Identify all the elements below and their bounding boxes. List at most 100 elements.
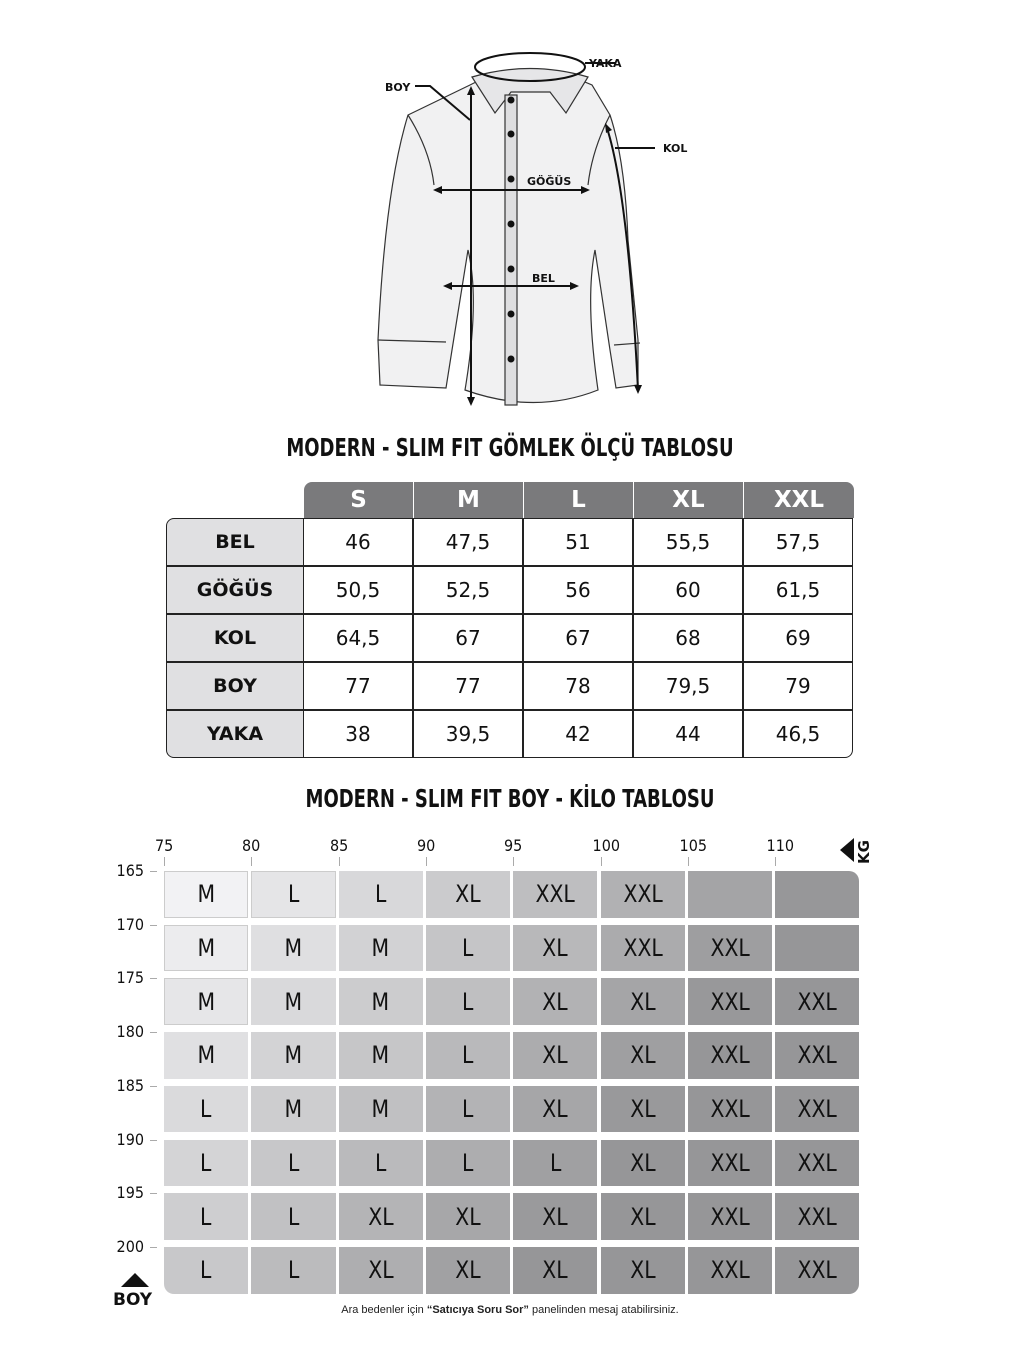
kg-tick: 85 (329, 836, 348, 855)
size-value: M (284, 1095, 303, 1124)
grid-cell: XXL (687, 1193, 773, 1240)
grid-cell: XXL (600, 924, 685, 972)
kg-tick-mark (513, 857, 515, 866)
size-value: XXL (710, 1095, 750, 1124)
size-value: M (284, 934, 303, 963)
size-value: M (371, 987, 390, 1016)
size-value: L (200, 1095, 212, 1124)
kg-tick-mark (425, 857, 427, 866)
table-cell: 67 (413, 614, 523, 662)
size-value: M (197, 880, 215, 909)
size-value: XXL (710, 1041, 750, 1070)
table-cell: 56 (523, 566, 633, 614)
boy-tick-mark (150, 978, 157, 980)
size-value: XL (629, 1041, 656, 1070)
size-value: L (200, 1256, 212, 1285)
size-value: XL (629, 987, 656, 1016)
grid-cell: XL (600, 1085, 685, 1133)
grid-cell (775, 871, 860, 918)
size-value: XL (368, 1202, 394, 1231)
size-value: XXL (622, 880, 663, 909)
grid-cell: M (164, 978, 249, 1026)
grid-cell: L (164, 1193, 249, 1240)
table-cell: 51 (523, 518, 633, 566)
boy-tick: 180 (116, 1022, 145, 1042)
grid-cell: XXL (687, 1032, 773, 1079)
size-value: L (200, 1148, 212, 1177)
table-cell: 61,5 (743, 566, 853, 614)
table-cell: 79 (743, 662, 853, 710)
label-gogus: GÖĞÜS (527, 175, 572, 188)
size-value: XXL (797, 1095, 837, 1124)
boy-tick-mark (150, 1085, 157, 1087)
size-value: L (287, 880, 300, 909)
size-value: XL (455, 880, 481, 909)
table-cell: 64,5 (303, 614, 413, 662)
size-value: L (462, 1095, 474, 1124)
grid-cell: M (251, 1032, 336, 1079)
size-value: M (371, 934, 390, 963)
boy-tick-mark (150, 924, 157, 926)
size-value: XL (629, 1095, 656, 1124)
size-value: XL (542, 1202, 568, 1231)
label-boy: BOY (385, 81, 411, 94)
kg-tick-mark (600, 857, 602, 866)
grid-cell: XXL (775, 1085, 860, 1133)
row-label: BOY (166, 662, 304, 710)
kg-tick: 75 (155, 836, 174, 855)
size-value: XXL (797, 1148, 837, 1177)
grid-cell: L (251, 871, 336, 918)
kg-tick: 110 (766, 836, 795, 855)
grid-cell: L (338, 1139, 423, 1187)
grid-cell: XL (338, 1193, 423, 1240)
grid-cell: L (425, 978, 511, 1026)
grid-cell: XXL (775, 1246, 860, 1294)
size-value: XXL (710, 987, 750, 1016)
boy-tick: 195 (116, 1183, 145, 1203)
boy-tick-mark (150, 1193, 157, 1195)
size-value: L (287, 1148, 300, 1177)
table-cell: 38 (303, 710, 413, 758)
table-cell: 50,5 (303, 566, 413, 614)
grid-cell: L (164, 1085, 249, 1133)
grid-cell: L (251, 1246, 336, 1294)
kg-tick-mark (251, 857, 253, 866)
boy-arrow-icon (121, 1273, 149, 1287)
boy-tick: 175 (116, 968, 145, 988)
kg-tick-mark (164, 857, 165, 866)
column-header: L (524, 482, 634, 518)
size-value: XL (542, 1256, 568, 1285)
size-value: M (371, 1041, 390, 1070)
boy-tick-mark (150, 1139, 157, 1141)
row-label: GÖĞÜS (166, 566, 304, 614)
size-value: XXL (710, 1256, 750, 1285)
label-kol: KOL (663, 142, 688, 155)
grid-cell: XXL (775, 978, 860, 1026)
boy-tick-mark (150, 871, 157, 872)
grid-cell: XXL (513, 871, 598, 918)
grid-cell: L (425, 1139, 511, 1187)
grid-cell: XL (425, 871, 511, 918)
fit-table-title: MODERN - SLIM FIT BOY - KİLO TABLOSU (305, 784, 715, 813)
grid-cell: XL (513, 978, 598, 1026)
kg-tick: 100 (592, 836, 620, 855)
grid-cell: M (338, 978, 423, 1026)
kg-tick-mark (775, 857, 777, 866)
grid-cell: M (338, 1085, 423, 1133)
size-value: M (284, 1041, 303, 1070)
size-value: XL (542, 1041, 568, 1070)
boy-tick: 165 (116, 861, 145, 880)
size-value: XXL (710, 934, 750, 963)
grid-cell: L (164, 1139, 249, 1187)
row-label: BEL (166, 518, 304, 566)
size-value: XXL (797, 1256, 837, 1285)
kg-label: KG (854, 840, 873, 864)
table-cell: 78 (523, 662, 633, 710)
grid-cell: XL (425, 1246, 511, 1294)
size-value: M (284, 987, 303, 1016)
size-value: XXL (622, 934, 663, 963)
footer-note: Ara bedenler için “Satıcıya Soru Sor” pa… (0, 1304, 1020, 1316)
grid-cell: XL (513, 1085, 598, 1133)
grid-cell: L (251, 1139, 336, 1187)
size-value: XL (455, 1202, 481, 1231)
